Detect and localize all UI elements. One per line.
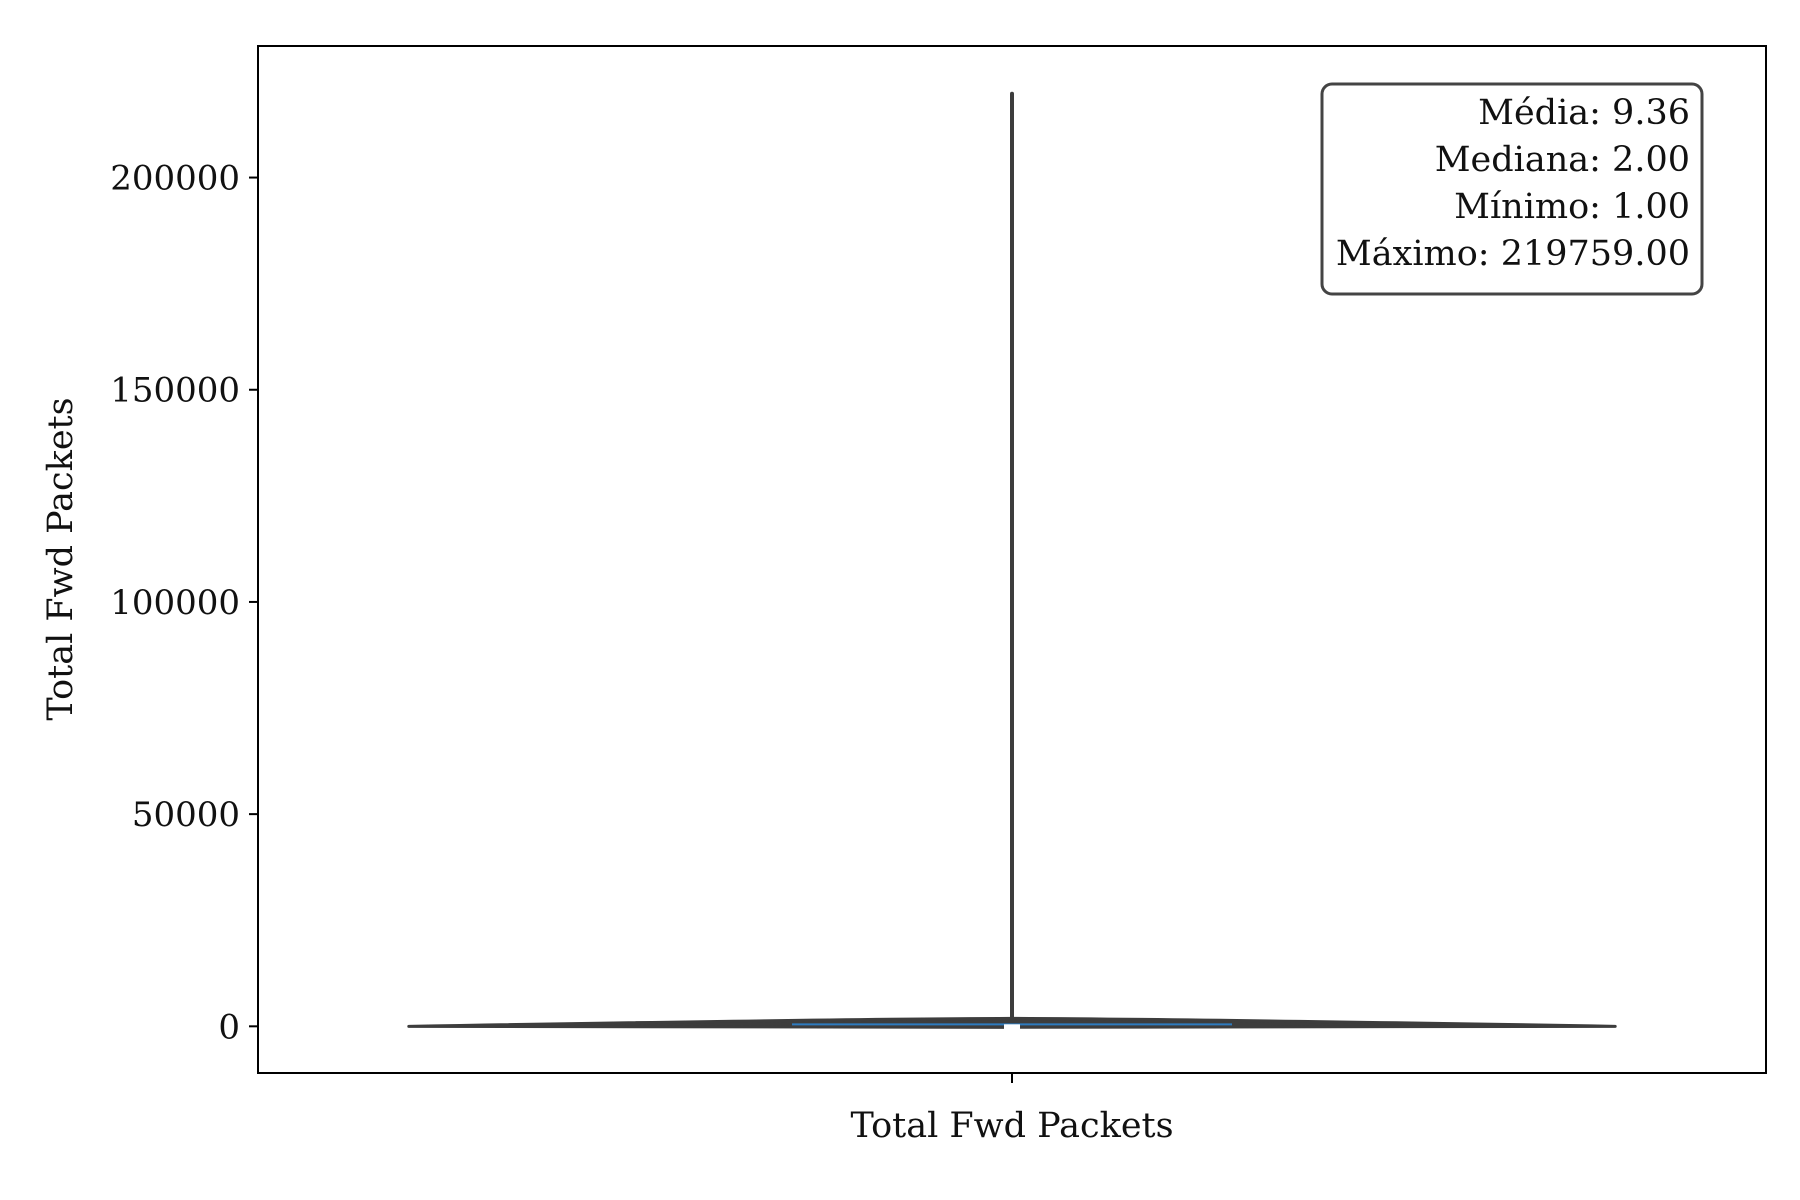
y-axis-ticks: 0 50000 100000 150000 200000 <box>110 159 258 1047</box>
y-tick-label: 150000 <box>110 371 240 411</box>
x-axis-ticks: Total Fwd Packets <box>850 1073 1174 1146</box>
x-tick-label: Total Fwd Packets <box>850 1106 1173 1146</box>
stats-minimum: Mínimo: 1.00 <box>1454 187 1690 227</box>
stats-median: Mediana: 2.00 <box>1435 140 1690 180</box>
y-tick-label: 50000 <box>132 795 240 835</box>
y-tick-label: 200000 <box>110 159 240 199</box>
median-marker <box>1004 1024 1020 1030</box>
y-axis-label: Total Fwd Packets <box>41 397 81 720</box>
violin-layer <box>407 91 1617 1030</box>
violin-body <box>407 1016 1617 1029</box>
y-tick-label: 100000 <box>110 583 240 623</box>
stats-box-frame <box>1320 82 1704 296</box>
y-tick-label: 0 <box>218 1007 240 1047</box>
stats-box: Média: 9.36 Mediana: 2.00 Mínimo: 1.00 M… <box>1320 82 1704 296</box>
stats-maximum: Máximo: 219759.00 <box>1336 234 1690 274</box>
stats-mean: Média: 9.36 <box>1478 93 1690 133</box>
